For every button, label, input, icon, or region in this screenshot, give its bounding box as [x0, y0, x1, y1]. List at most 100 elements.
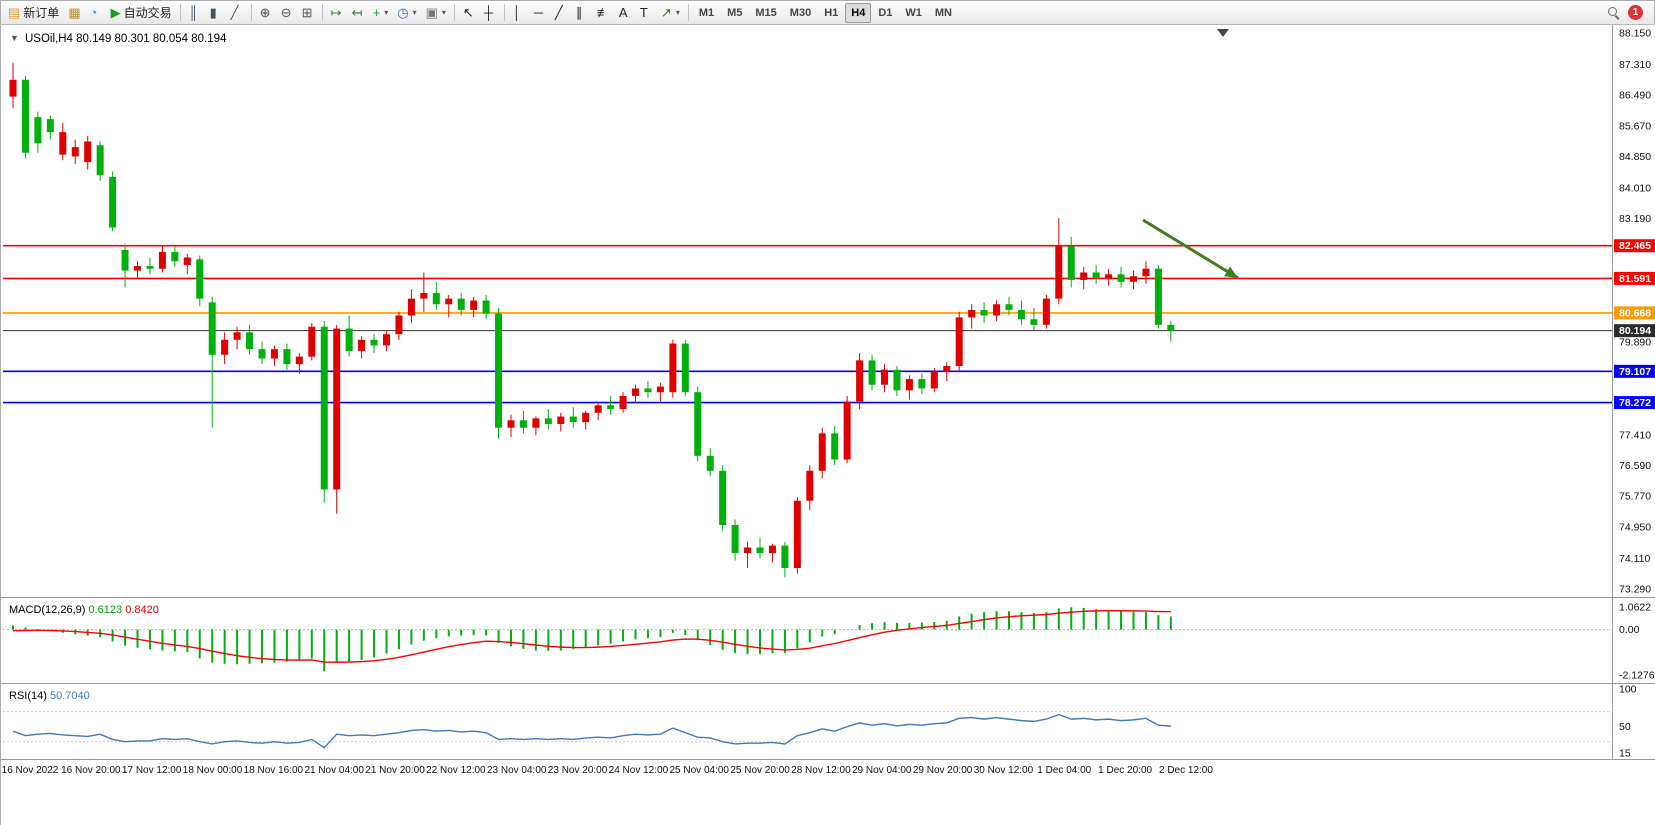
price-axis-label: 88.150 [1619, 28, 1651, 40]
price-axis-label: 87.310 [1619, 59, 1651, 71]
zoom-in-button[interactable]: ⊕ [256, 3, 276, 23]
candle [96, 141, 104, 181]
candle [183, 253, 191, 275]
candle [482, 294, 490, 320]
toolbar-separator [179, 4, 181, 21]
candle [59, 122, 67, 161]
timeframe-m15-button[interactable]: M15 [755, 6, 777, 19]
candle [445, 294, 453, 318]
trendline-button[interactable]: ╱ [551, 3, 571, 23]
channel-button[interactable]: ∥ [572, 3, 592, 23]
search-icon[interactable] [1607, 6, 1620, 19]
candle [420, 272, 428, 312]
candle [9, 62, 17, 108]
candles-layer [9, 62, 1175, 578]
templates-button[interactable]: ▣ ▾ [422, 3, 450, 23]
one-click-trading-toggle[interactable]: ▼ [10, 33, 19, 43]
candle [21, 76, 29, 159]
auto-scroll-button[interactable]: ↦ [327, 3, 347, 23]
candlestick-chart-icon: ▮ [209, 5, 217, 20]
candle [158, 246, 166, 273]
horizontal-line-button[interactable]: ─ [530, 3, 550, 23]
price-axis-label: 84.850 [1619, 151, 1651, 163]
timeframe-d1-button[interactable]: D1 [878, 6, 893, 19]
candle [681, 339, 689, 396]
vertical-line-icon: │ [512, 5, 522, 20]
crosshair-button[interactable]: ┼ [480, 3, 500, 23]
bar-chart-button[interactable]: ║ [185, 3, 205, 23]
price-line-label [1614, 239, 1655, 253]
text-label-button[interactable]: T [636, 3, 656, 23]
arrows-icon: ↗ [660, 5, 672, 20]
candle [632, 384, 639, 404]
trendline-icon: ╱ [554, 5, 563, 20]
tile-windows-button[interactable]: ⊞ [298, 3, 318, 23]
candle [731, 519, 739, 561]
timeframe-h1-button[interactable]: H1 [824, 6, 839, 19]
usoil-h4-chart[interactable]: 88.150 87.310 86.490 85.670 84.850 84.010 83.1… [1, 25, 1655, 825]
price-line-label [1614, 271, 1655, 285]
line-chart-button[interactable]: ╱ [227, 3, 247, 23]
candle [843, 395, 851, 464]
chart-shift-button[interactable]: ↤ [348, 3, 368, 23]
candle [557, 412, 565, 432]
notification-badge[interactable]: 1 [1628, 5, 1643, 20]
macd-histogram [12, 607, 1172, 672]
arrows-button[interactable]: ↗ ▾ [657, 3, 684, 23]
dropdown-arrow-icon[interactable]: ▾ [384, 8, 389, 17]
timeframe-mn-button[interactable]: MN [934, 6, 952, 19]
toolbar-right-group: 1 [1607, 5, 1651, 20]
trend-arrow[interactable] [1142, 218, 1239, 280]
timeframe-h4-button[interactable]: H4 [845, 2, 872, 23]
dropdown-arrow-icon[interactable]: ▾ [441, 8, 446, 17]
time-axis-label: 21 Nov 04:00 [304, 765, 364, 776]
toolbar: ▤ 新订单 ▦ ◔ ▶ 自动交易 ║ ▮ ╱ ⊕ ⊖ ⊞ ↦ ↤ + ▾ ◷ ▾ ▣ ▾ ↖ ┼ │ ─ ╱ ∥ ≢ A T ↗ ▾ M1 M5… [1, 1, 1654, 25]
cursor-button[interactable]: ↖ [459, 3, 479, 23]
channel-icon: ∥ [575, 5, 583, 20]
timeframe-m5-button[interactable]: M5 [727, 6, 743, 19]
candle [856, 352, 864, 410]
line-chart-icon: ╱ [230, 5, 239, 20]
cursor-icon: ↖ [462, 5, 474, 20]
candle [544, 409, 552, 430]
zoom-out-button[interactable]: ⊖ [277, 3, 297, 23]
periods-button[interactable]: ◷ ▾ [393, 3, 420, 23]
macd-title: MACD(12,26,9) 0.6123 0.8420 [9, 604, 159, 616]
candle [270, 345, 278, 367]
dropdown-arrow-icon[interactable]: ▾ [675, 8, 680, 17]
dropdown-arrow-icon[interactable]: ▾ [412, 8, 417, 17]
candle [1130, 270, 1137, 290]
data-window-button[interactable]: ◔ [86, 3, 106, 23]
vertical-line-button[interactable]: │ [509, 3, 529, 23]
candle [295, 352, 303, 374]
candle [1067, 236, 1075, 288]
symbol-title: USOil,H4 80.149 80.301 80.054 80.194 [25, 33, 227, 45]
price-axis-label: 76.590 [1619, 460, 1651, 472]
indicators-button[interactable]: + ▾ [369, 3, 393, 23]
macd-axis-label: 1.0622 [1619, 602, 1651, 614]
candle [34, 111, 42, 153]
text-button[interactable]: A [615, 3, 635, 23]
candle [1042, 294, 1050, 329]
candle [246, 324, 254, 355]
timeframe-w1-button[interactable]: W1 [905, 6, 922, 19]
candle [756, 538, 764, 559]
chart-shift-marker[interactable] [1217, 29, 1229, 37]
fibonacci-button[interactable]: ≢ [593, 3, 614, 23]
new-order-icon: ▤ [8, 5, 21, 20]
auto-trading-button[interactable]: ▶ 自动交易 [107, 3, 176, 23]
text-icon: A [618, 5, 628, 20]
new-order-button[interactable]: ▤ 新订单 [4, 3, 63, 23]
candle [345, 315, 353, 357]
candle [432, 281, 440, 310]
candlestick-chart-button[interactable]: ▮ [206, 3, 226, 23]
zoom-out-icon: ⊖ [280, 5, 292, 20]
trend-arrow-head [1224, 266, 1238, 278]
timeframe-m30-button[interactable]: M30 [789, 6, 812, 19]
price-line-label [1614, 364, 1655, 378]
time-axis-label: 18 Nov 16:00 [244, 765, 304, 776]
market-watch-button[interactable]: ▦ [64, 3, 84, 23]
timeframe-m1-button[interactable]: M1 [698, 6, 715, 19]
rsi-axis-label: 100 [1619, 684, 1637, 696]
